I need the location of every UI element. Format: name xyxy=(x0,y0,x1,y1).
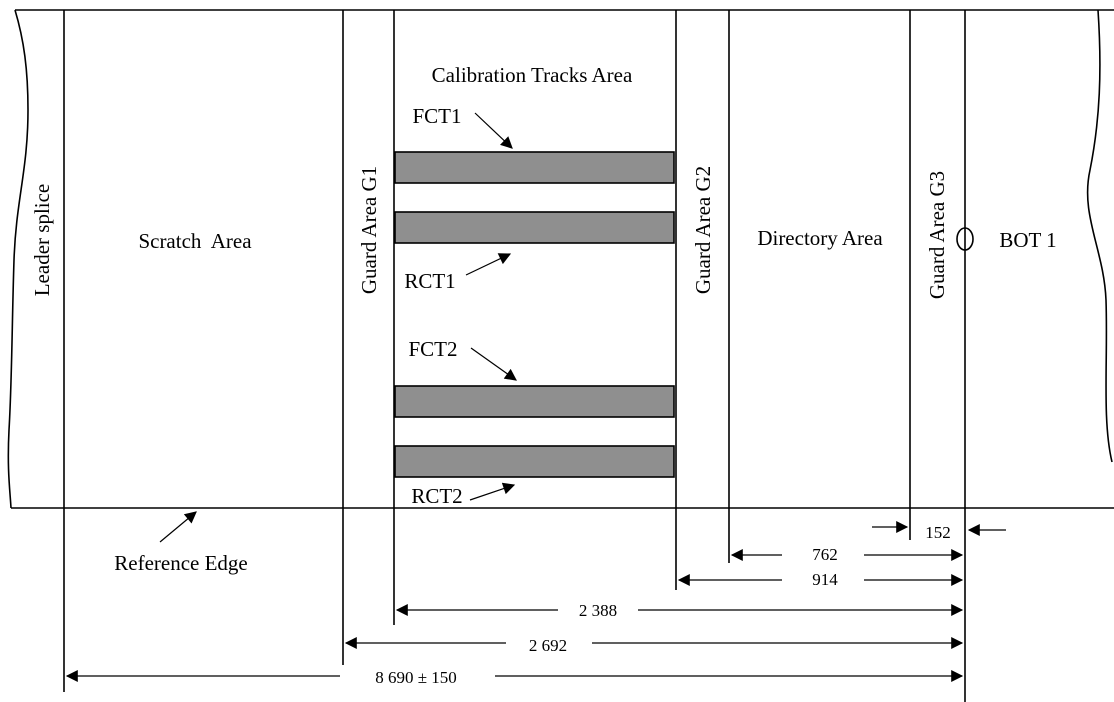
rct1-label: RCT1 xyxy=(404,269,455,293)
rct2-label: RCT2 xyxy=(411,484,462,508)
dim-8690-label: 8 690 ± 150 xyxy=(375,668,457,687)
directory-area-label: Directory Area xyxy=(757,226,883,250)
dimension-762: 762 xyxy=(730,545,964,564)
tape-left-edge xyxy=(7,9,29,509)
area-boundaries xyxy=(63,10,966,702)
dimension-152: 152 xyxy=(872,521,1006,542)
dim-762-label: 762 xyxy=(812,545,838,564)
tape-outline xyxy=(7,9,1114,509)
track-rct2 xyxy=(394,445,675,478)
reference-edge-label: Reference Edge xyxy=(114,551,248,575)
bot-marker-circle xyxy=(956,227,974,251)
guard-g1-label: Guard Area G1 xyxy=(357,166,381,294)
calibration-area-label: Calibration Tracks Area xyxy=(432,63,633,87)
calibration-tracks xyxy=(394,151,675,478)
dimension-8690: 8 690 ± 150 xyxy=(65,668,964,687)
scratch-area-label: Scratch Area xyxy=(138,229,252,253)
dim-914-label: 914 xyxy=(812,570,838,589)
fct2-label: FCT2 xyxy=(408,337,457,361)
dimension-2388: 2 388 xyxy=(395,601,964,620)
guard-g2-label: Guard Area G2 xyxy=(691,166,715,294)
fct1-pointer-arrow xyxy=(474,112,513,149)
dim-152-label: 152 xyxy=(925,523,951,542)
rct2-pointer-arrow xyxy=(469,482,516,501)
guard-g3-label: Guard Area G3 xyxy=(925,171,949,299)
dim-2692-label: 2 692 xyxy=(529,636,567,655)
fct1-label: FCT1 xyxy=(412,104,461,128)
bot1-label: BOT 1 xyxy=(999,228,1056,252)
tape-right-edge xyxy=(1086,9,1113,463)
dimension-2692: 2 692 xyxy=(344,636,964,655)
track-fct2 xyxy=(394,385,675,418)
leader-splice-label: Leader splice xyxy=(30,184,54,297)
reference-edge-arrow xyxy=(159,511,197,543)
track-rct1 xyxy=(394,211,675,244)
dim-2388-label: 2 388 xyxy=(579,601,617,620)
rct1-pointer-arrow xyxy=(465,253,512,276)
fct2-pointer-arrow xyxy=(470,347,517,381)
track-fct1 xyxy=(394,151,675,184)
dimension-914: 914 xyxy=(677,570,964,589)
